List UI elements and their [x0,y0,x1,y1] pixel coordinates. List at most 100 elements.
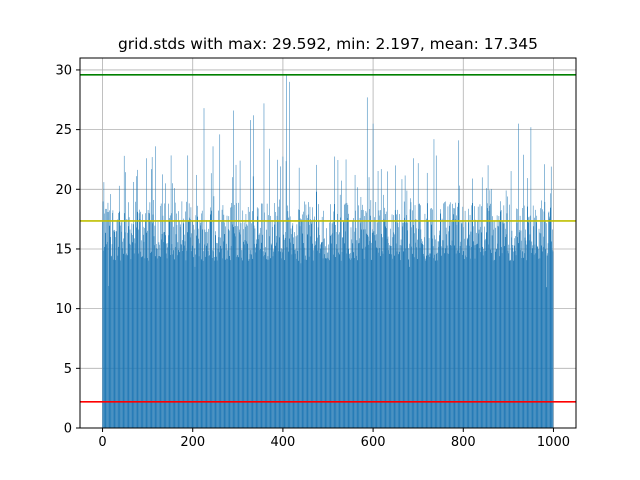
bar [312,207,313,428]
bar [137,211,138,428]
bar [176,213,177,428]
bar [534,217,535,428]
bar [315,244,316,428]
bar [277,220,279,428]
bar [482,246,483,428]
bar [511,237,512,428]
bar [529,240,530,428]
bar [138,253,139,428]
bar [163,232,164,428]
bar [412,210,413,428]
bar [366,233,368,428]
bar [505,190,507,428]
bar [120,260,121,428]
bar [539,258,541,428]
bar [499,201,501,428]
bar [209,220,211,428]
bar [265,247,266,428]
bar [378,252,379,428]
bar [310,219,311,428]
bar [230,245,232,428]
bar [121,220,123,428]
bar [301,219,302,428]
bar [119,225,121,428]
bar [299,226,301,428]
bar [173,250,175,428]
bar [255,247,257,428]
bar [422,244,424,428]
bar [192,257,194,428]
bar [450,245,452,428]
bar [324,238,325,428]
bar [403,201,405,428]
bar [235,236,236,428]
bar [102,221,103,428]
bar [288,251,289,428]
bar [495,248,497,428]
bar [297,250,299,428]
bar [239,232,240,428]
x-tick-label: 600 [361,435,386,450]
bar [503,205,505,428]
bar [539,232,540,428]
bar [132,235,133,428]
bar [360,196,362,428]
bar [502,222,504,428]
bar [244,239,246,428]
bar [409,209,411,428]
bar [550,207,551,428]
bar [273,251,274,428]
bar [156,248,157,428]
bar [265,229,267,428]
bar [404,175,406,428]
bar [270,243,272,428]
bar [383,194,384,428]
bar [513,260,514,428]
bar [228,229,229,428]
bar [139,209,140,428]
bar [348,213,349,428]
bar [550,193,551,428]
bar [418,228,419,428]
bar [147,209,149,428]
bar [427,255,429,428]
bar [537,249,539,428]
bar [388,250,390,428]
bar [316,237,318,428]
bar [337,213,338,428]
bar [350,259,351,428]
bar [355,210,356,428]
bar [516,208,517,428]
bar [490,249,491,428]
bar [258,234,260,428]
bar [183,218,184,428]
bar [533,226,534,428]
bar [261,203,263,428]
bar [287,211,289,428]
bar [305,204,307,428]
bar [221,209,223,428]
bar [371,232,373,428]
bar [441,246,442,428]
bar [233,204,235,428]
bar [507,250,509,428]
bar [190,207,192,428]
bar [518,243,519,428]
bar [389,245,391,428]
bar [317,250,318,428]
bar [167,247,168,428]
bar [340,217,341,428]
bar [317,227,319,428]
bar [336,244,337,428]
bar [132,242,134,428]
bar [158,256,159,428]
bar [241,257,242,428]
bar [381,251,383,428]
bar [308,256,310,428]
bar [489,205,490,428]
bar [420,205,421,428]
bar [143,234,144,428]
bar [448,231,449,428]
bar [416,247,418,428]
bar [362,248,363,428]
